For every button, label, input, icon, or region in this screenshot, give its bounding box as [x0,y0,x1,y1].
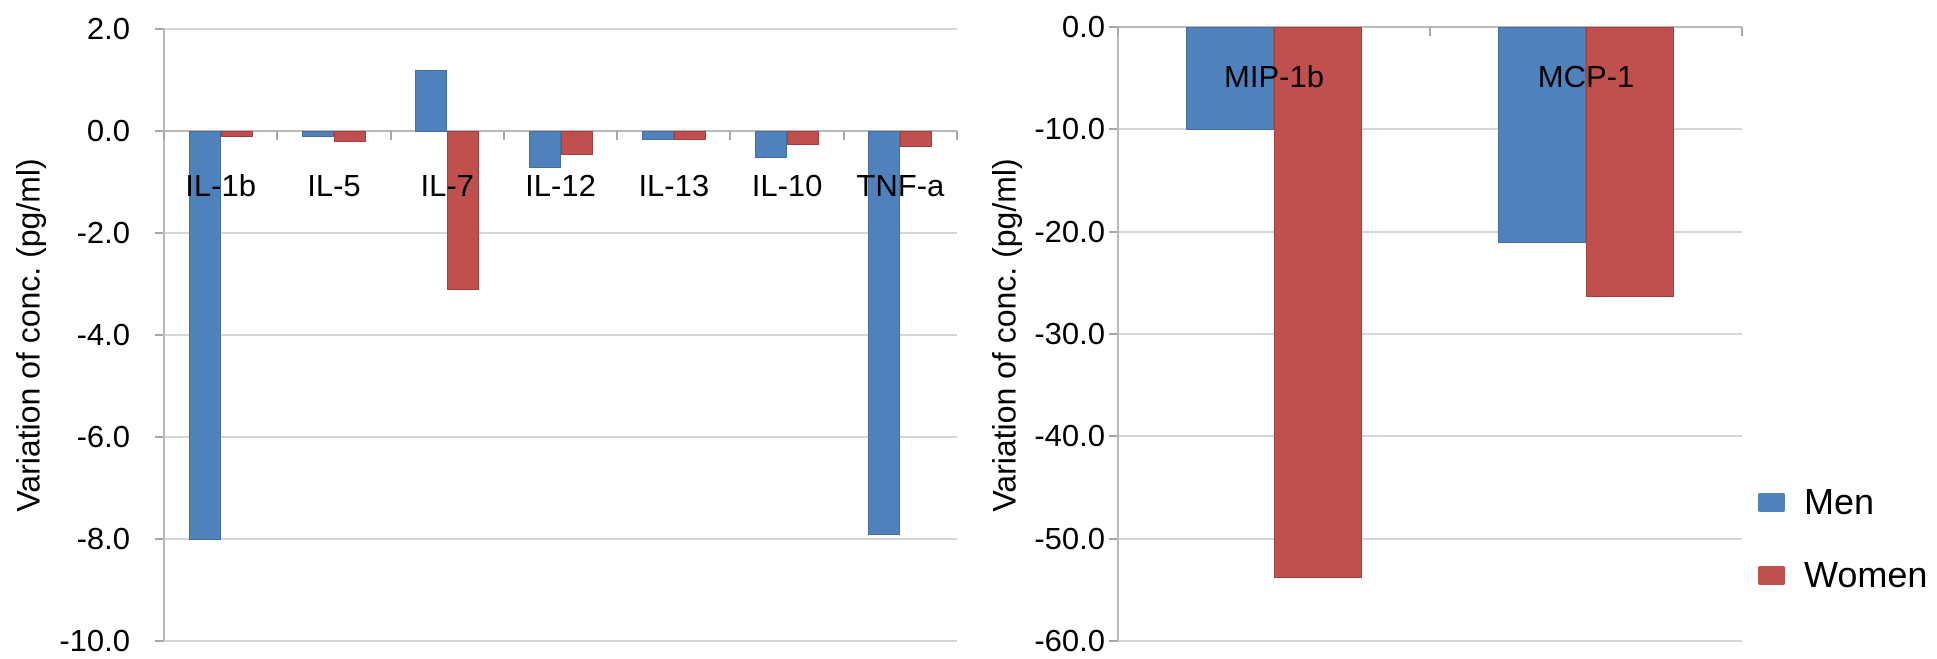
y-tick-label: -2.0 [76,215,130,250]
category-label-il-10: IL-10 [751,168,823,203]
women-color-swatch-icon [1758,565,1785,585]
category-axis-tick [1741,27,1743,36]
bar-men-mip-1b [1186,27,1274,131]
gridline [1118,640,1742,642]
gridline [1118,333,1742,335]
y-axis-tick [1109,128,1118,131]
gridline [1118,537,1742,540]
bar-men-tnf-a [868,131,901,535]
gridline [164,28,957,30]
y-axis-tick [1109,537,1118,540]
category-axis-tick [956,131,958,140]
category-label-il-5: IL-5 [307,168,361,203]
gridline [1118,128,1742,131]
category-axis-tick [842,131,845,140]
y-tick-label: -40.0 [1034,418,1105,454]
bar-men-il-5 [301,131,334,138]
bar-women-il-12 [560,131,593,155]
y-axis-line [1117,27,1119,641]
category-axis-tick [389,131,392,140]
gridline [164,436,957,438]
gridline [164,538,957,540]
y-tick-label: -50.0 [1034,520,1105,556]
category-label-il-7: IL-7 [420,168,474,203]
legend-label-women: Women [1804,554,1928,595]
y-axis-tick [155,640,164,642]
gridline [164,232,957,234]
category-axis-tick [163,131,165,140]
y-axis-tick [1109,26,1118,28]
y-tick-label: -30.0 [1034,316,1105,351]
y-axis-tick [155,436,164,438]
category-axis-tick [276,131,279,140]
category-axis-tick [616,131,619,140]
category-label-mcp-1: MCP-1 [1537,59,1635,94]
y-axis-tick [155,232,164,234]
category-label-il-1b: IL-1b [185,168,256,203]
legend-item-men: Men [1758,481,1927,522]
bar-men-il-12 [528,131,561,168]
y-tick-label: 2.0 [86,11,130,46]
category-axis-tick [729,131,732,140]
y-tick-label: 0.0 [86,113,130,148]
category-label-il-12: IL-12 [525,168,596,203]
y-tick-label: -4.0 [76,317,130,352]
y-tick-label: -60.0 [1034,623,1105,658]
bar-women-il-1b [220,131,253,138]
y-axis-tick [155,28,164,30]
y-axis-tick [155,334,164,336]
legend: Men Women [1758,481,1928,629]
y-tick-label: -6.0 [76,419,130,454]
bar-women-il-10 [787,131,820,145]
category-label-tnf-a: TNF-a [856,168,945,203]
gridline [1118,230,1742,233]
y-axis-tick [1109,640,1118,642]
bar-men-il-10 [755,131,788,158]
y-tick-label: 0.0 [1061,9,1105,44]
gridline [164,334,957,336]
y-tick-label: -8.0 [76,521,130,556]
bar-men-mcp-1 [1498,27,1586,243]
bar-women-mcp-1 [1586,27,1674,298]
category-axis-tick [1117,27,1119,36]
category-label-il-13: IL-13 [638,168,710,203]
y-axis-tick [155,130,164,132]
category-label-mip-1b: MIP-1b [1224,59,1324,94]
bar-men-il-13 [641,131,674,140]
y-axis-tick [1109,230,1118,233]
gridline [164,640,957,642]
category-axis-tick [502,131,505,140]
y-axis-tick [1109,435,1118,438]
y-axis-line [163,29,165,641]
bar-women-il-13 [673,131,706,140]
bar-women-tnf-a [900,131,933,148]
bar-women-il-7 [447,131,480,291]
legend-label-men: Men [1804,481,1875,522]
bar-women-mip-1b [1274,27,1362,578]
y-tick-label: -20.0 [1034,213,1105,249]
men-color-swatch-icon [1758,492,1785,512]
y-tick-label: -10.0 [59,623,130,658]
bar-women-il-5 [333,131,366,143]
category-axis-tick [1429,27,1431,36]
y-axis-tick [155,538,164,540]
gridline [1118,435,1742,438]
legend-item-women: Women [1758,554,1928,595]
y-axis-tick [1109,333,1118,335]
bar-men-il-1b [188,131,221,540]
bar-men-il-7 [415,69,448,132]
y-tick-label: -10.0 [1034,111,1105,147]
